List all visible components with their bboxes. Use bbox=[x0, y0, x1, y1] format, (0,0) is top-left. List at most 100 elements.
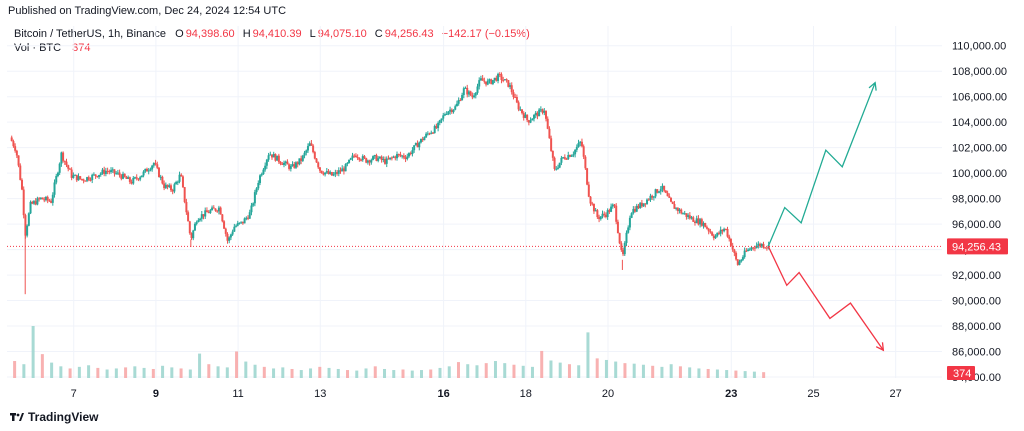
candle-body bbox=[466, 87, 469, 95]
candle-body bbox=[178, 174, 181, 182]
candle-body bbox=[457, 100, 460, 104]
x-tick-label: 20 bbox=[602, 388, 614, 400]
candle-body bbox=[173, 184, 176, 192]
candle-body bbox=[637, 205, 640, 209]
candle-body bbox=[356, 157, 359, 159]
candle-body bbox=[534, 112, 537, 115]
candle-body bbox=[747, 249, 750, 252]
candle-body bbox=[135, 177, 138, 179]
candle-body bbox=[387, 158, 390, 160]
candle-body bbox=[646, 199, 649, 205]
volume-bar bbox=[96, 367, 100, 378]
volume-bar bbox=[641, 364, 645, 378]
candle-body bbox=[214, 208, 217, 211]
candle-body bbox=[755, 245, 758, 249]
price-chart[interactable]: 110,000.00 108,000.00 106,000.00 104,000.00… bbox=[7, 26, 1024, 406]
candle-body bbox=[68, 168, 71, 170]
candle-body bbox=[625, 232, 628, 243]
candle-body bbox=[82, 179, 85, 181]
candle-body bbox=[39, 197, 42, 200]
low-value: 94,075.10 bbox=[317, 28, 367, 40]
candle-body bbox=[67, 165, 70, 169]
volume-label[interactable]: Vol · BTC bbox=[14, 42, 62, 54]
candle-body bbox=[195, 222, 198, 224]
candle-body bbox=[147, 170, 150, 172]
candle-body bbox=[712, 235, 715, 239]
candle-body bbox=[695, 218, 698, 224]
candle-body bbox=[752, 247, 755, 249]
candle-body bbox=[693, 221, 696, 224]
volume-bar bbox=[651, 365, 655, 378]
y-tick-label: 104,000.00 bbox=[952, 117, 1007, 129]
candle-body bbox=[724, 228, 727, 230]
time-axis[interactable]: 7 9 11 13 16 18 20 23 25 27 bbox=[71, 388, 902, 400]
candle-body bbox=[659, 189, 662, 192]
candle-body bbox=[515, 97, 518, 103]
candle-body bbox=[594, 210, 597, 212]
candle-body bbox=[152, 163, 155, 166]
candle-body bbox=[267, 155, 270, 160]
candle-body bbox=[630, 213, 633, 218]
candle-body bbox=[351, 155, 354, 159]
y-tick-label: 92,000.00 bbox=[952, 270, 1001, 282]
candle-body bbox=[670, 197, 673, 202]
projection-down-line bbox=[767, 246, 884, 351]
candle-body bbox=[370, 159, 373, 163]
x-tick-label: 7 bbox=[71, 388, 77, 400]
tradingview-brand[interactable]: TradingView bbox=[10, 410, 98, 424]
volume-bar bbox=[466, 364, 470, 378]
candle-body bbox=[474, 92, 477, 96]
symbol-name[interactable]: Bitcoin / TetherUS, 1h, Binance bbox=[14, 28, 167, 40]
candle-body bbox=[236, 223, 239, 226]
candle-body bbox=[514, 96, 517, 98]
candle-body bbox=[72, 175, 75, 178]
tradingview-logo-icon bbox=[10, 413, 24, 421]
candle-body bbox=[113, 169, 116, 174]
candle-body bbox=[320, 170, 323, 174]
price-axis[interactable]: 110,000.00 108,000.00 106,000.00 104,000.00… bbox=[952, 41, 1007, 384]
candle-body bbox=[510, 85, 513, 93]
candle-body bbox=[14, 146, 17, 151]
candle-body bbox=[190, 233, 193, 239]
candle-body bbox=[575, 146, 578, 150]
candle-body bbox=[628, 217, 631, 228]
candle-body bbox=[760, 243, 763, 247]
volume-badge bbox=[947, 366, 975, 380]
candle-body bbox=[413, 145, 416, 151]
candle-body bbox=[380, 156, 383, 160]
candle-body bbox=[721, 229, 724, 232]
volume-bar bbox=[632, 363, 636, 378]
candle-body bbox=[736, 259, 739, 265]
candle-body bbox=[157, 167, 160, 178]
candle-body bbox=[272, 153, 275, 158]
candle-body bbox=[224, 228, 227, 234]
candle-body bbox=[360, 159, 363, 161]
volume-bar bbox=[660, 366, 664, 378]
candle-body bbox=[96, 176, 99, 178]
candle-body bbox=[656, 189, 659, 193]
candle-body bbox=[507, 80, 510, 87]
candle-body bbox=[77, 176, 80, 181]
candle-body bbox=[661, 185, 664, 190]
candle-body bbox=[390, 157, 393, 159]
candle-body bbox=[490, 79, 493, 84]
candle-body bbox=[378, 156, 381, 159]
candle-body bbox=[455, 103, 458, 107]
candle-body bbox=[399, 154, 402, 156]
candle-body bbox=[740, 259, 743, 262]
candle-body bbox=[613, 204, 616, 206]
low-label: L bbox=[309, 28, 316, 40]
candle-body bbox=[635, 205, 638, 212]
candle-body bbox=[666, 192, 669, 197]
candle-body bbox=[269, 154, 272, 156]
candle-body bbox=[24, 215, 27, 236]
candle-body bbox=[389, 157, 392, 160]
candle-body bbox=[132, 177, 135, 184]
candle-body bbox=[199, 218, 202, 221]
x-tick-label: 18 bbox=[520, 388, 532, 400]
candle-body bbox=[86, 177, 89, 181]
candle-body bbox=[606, 210, 609, 218]
candle-body bbox=[741, 257, 744, 260]
candle-body bbox=[649, 195, 652, 200]
candle-body bbox=[15, 150, 18, 156]
